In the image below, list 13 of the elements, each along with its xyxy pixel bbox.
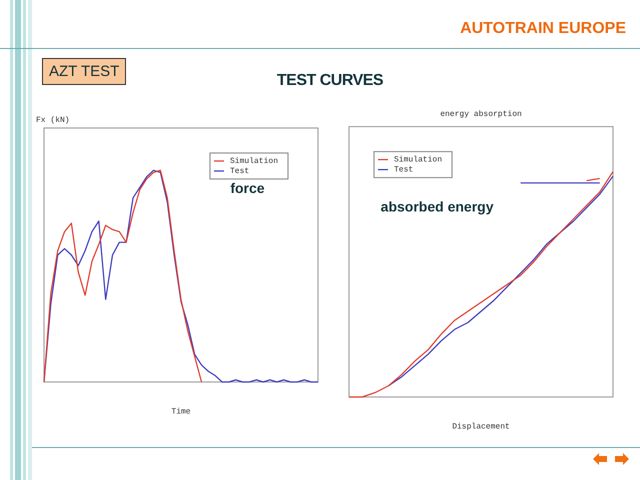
x-axis-title: Displacement [452,422,510,432]
annotation: force [230,180,265,196]
legend-label: Simulation [394,156,442,165]
text: AZT TEST [42,58,126,85]
legend-label: Test [394,166,414,175]
annotation: absorbed energy [380,198,494,215]
x-axis-title: Time [171,407,191,416]
chart-title: energy absorption [440,110,522,119]
legend-label: Simulation [230,157,278,166]
text: AUTOTRAIN EUROPE [460,20,626,38]
legend-label: Test [230,167,250,176]
y-axis-title: Fx (kN) [36,116,70,126]
text: TEST CURVES [276,72,384,90]
